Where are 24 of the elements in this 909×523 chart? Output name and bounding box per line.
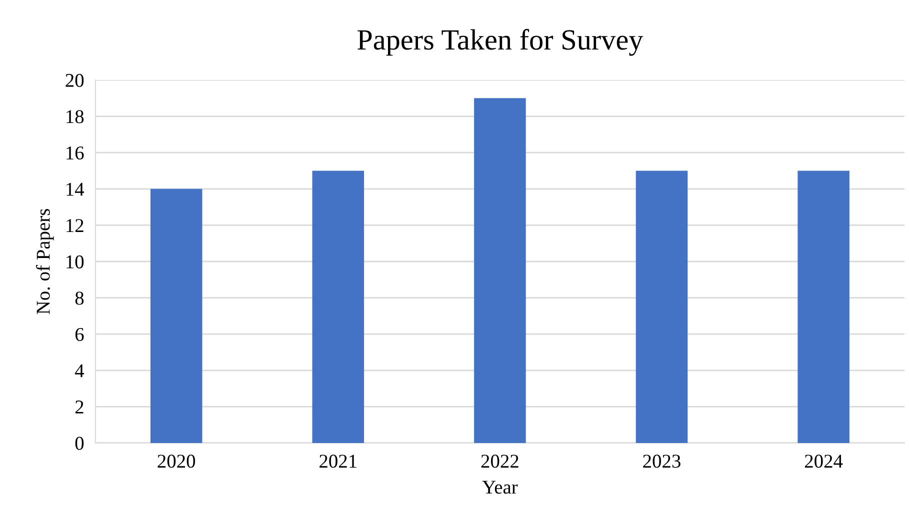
y-tick-label: 6 bbox=[75, 328, 84, 342]
y-tick-label: 4 bbox=[74, 364, 84, 378]
y-tick-label: 14 bbox=[66, 182, 84, 196]
chart-title: Papers Taken for Survey bbox=[357, 28, 644, 56]
x-tick-label: 2023 bbox=[643, 454, 680, 468]
x-tick-label: 2022 bbox=[481, 454, 518, 468]
bar bbox=[312, 170, 364, 443]
bar bbox=[798, 170, 850, 443]
y-tick-label: 8 bbox=[75, 292, 84, 305]
y-tick-label: 10 bbox=[66, 255, 84, 268]
bar bbox=[474, 98, 526, 443]
y-tick-label: 0 bbox=[75, 436, 84, 450]
y-tick-label: 20 bbox=[66, 74, 84, 87]
x-axis-title: Year bbox=[482, 480, 518, 494]
y-tick-label: 18 bbox=[66, 110, 84, 124]
x-tick-label: 2024 bbox=[804, 454, 843, 468]
y-axis-title: No. of Papers bbox=[36, 209, 54, 314]
y-tick-label: 12 bbox=[66, 219, 84, 232]
y-tick-label: 2 bbox=[75, 400, 84, 414]
x-tick-label: 2021 bbox=[320, 454, 356, 468]
y-tick-label: 16 bbox=[66, 146, 84, 160]
bar bbox=[150, 188, 202, 443]
x-tick-label: 2020 bbox=[158, 454, 196, 468]
bar bbox=[636, 170, 688, 443]
